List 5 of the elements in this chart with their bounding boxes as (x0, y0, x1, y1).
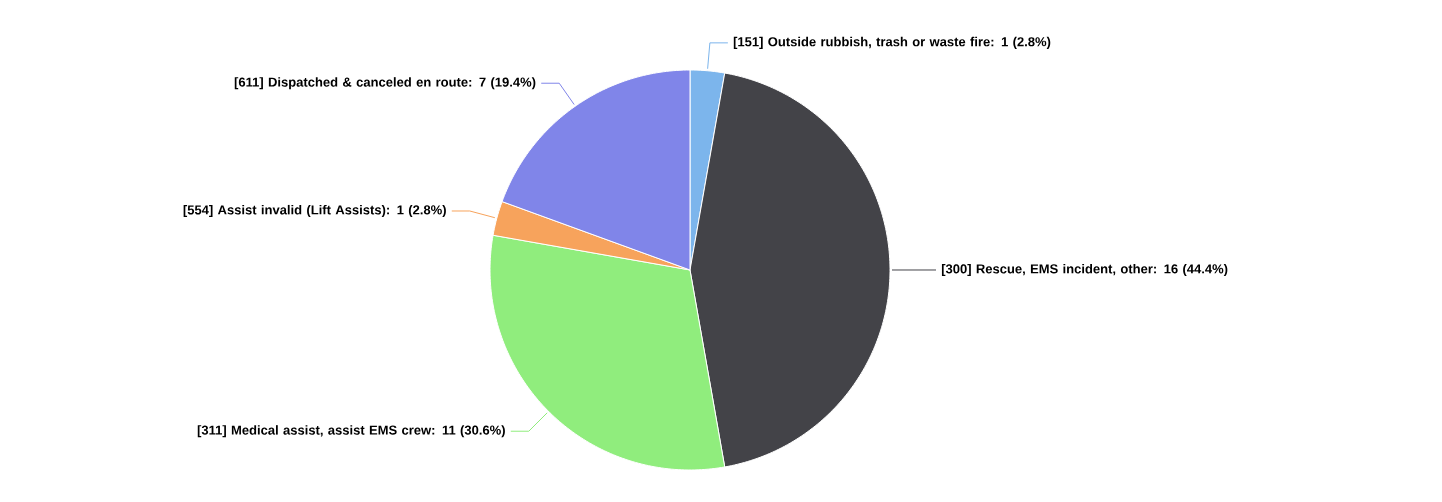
slice-label: [611] Dispatched & canceled en route: 7 (19.4%) (234, 77, 536, 90)
slice-label: [151] Outside rubbish, trash or waste fire: 1 (2.8%) (733, 36, 1051, 49)
slice-label: [554] Assist invalid (Lift Assists): 1 (2.8%) (183, 204, 446, 218)
slice-label: [300] Rescue, EMS incident, other: 16 (44.4%) (941, 263, 1228, 277)
slice-label: [311] Medical assist, assist EMS crew: 11 (30.6%) (197, 425, 505, 438)
